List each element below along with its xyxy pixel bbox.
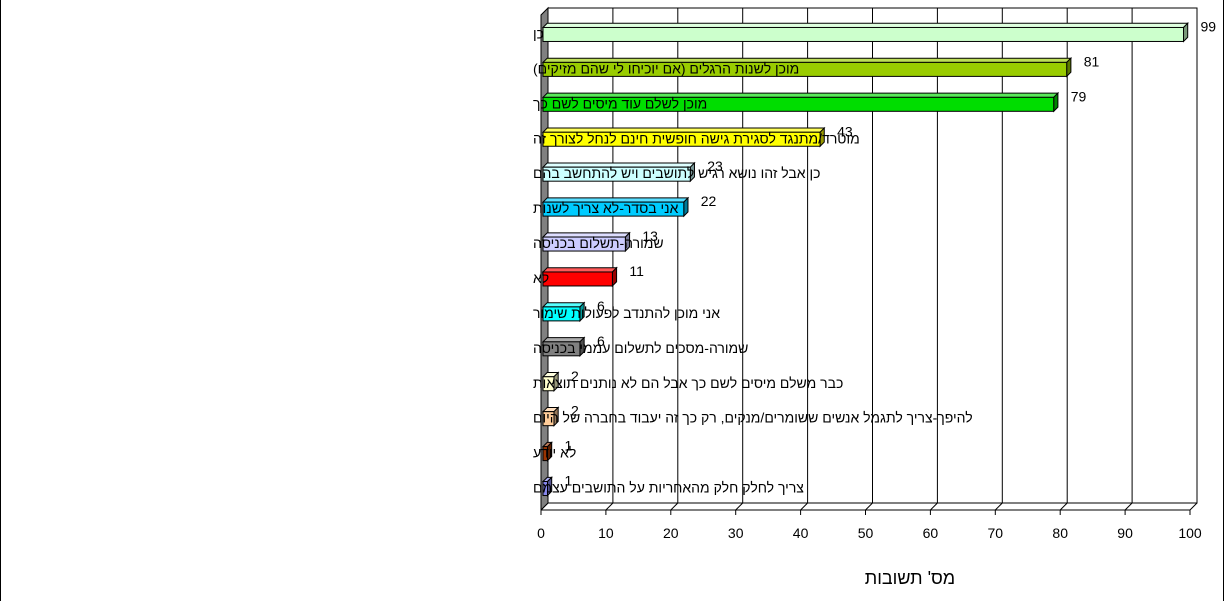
bar-front-3 [542, 96, 1055, 112]
category-label-1: כן [533, 25, 544, 41]
category-label-7: שמורה-תשלום בכניסה [533, 235, 664, 251]
value-label-10: 6 [597, 333, 605, 349]
value-label-4: 43 [837, 123, 853, 139]
category-label-13: לא יודע [533, 445, 576, 461]
x-tick-label-90: 90 [1117, 525, 1133, 541]
value-label-9: 6 [597, 298, 605, 314]
bar-front-4 [542, 131, 821, 147]
x-tick-label-100: 100 [1178, 525, 1202, 541]
category-label-5: כן אבל זהו נושא רגיש לתושבים ויש להתחשב … [533, 165, 820, 181]
bar-9 [541, 301, 586, 323]
value-label-11: 2 [571, 368, 579, 384]
x-tick-label-30: 30 [728, 525, 744, 541]
x-tick-label-50: 50 [858, 525, 874, 541]
bar-front-2 [542, 61, 1068, 77]
bar-front-1 [542, 26, 1185, 42]
value-label-7: 13 [642, 228, 658, 244]
floor-gridline-40 [800, 502, 808, 511]
category-label-12: להיפך-צריך לתגמל אנשים ששומרים/מנקים, רק… [533, 410, 973, 426]
value-label-12: 2 [571, 403, 579, 419]
category-label-3: מוכן לשלם עוד מיסים לשם כך [533, 95, 707, 111]
category-label-11: כבר משלם מיסים לשם כך אבל הם לא נותנים ת… [533, 375, 843, 391]
x-axis-title: מס' תשובות [864, 568, 956, 588]
value-label-8: 11 [629, 263, 644, 279]
x-tick-label-40: 40 [793, 525, 809, 541]
floor-gridline-10 [605, 502, 614, 511]
category-label-8: לא [533, 270, 549, 286]
bar-front-6 [542, 201, 685, 217]
bar-14 [541, 476, 553, 497]
value-label-5: 23 [707, 158, 723, 174]
category-label-4: מוטרד/מתנגד לסגירת גישה חופשית חינם לנחל… [533, 130, 860, 146]
bar-front-14 [542, 481, 548, 497]
category-label-9: אני מוכן להתנדב לפעולות שימור [533, 305, 720, 321]
floor-gridline-50 [865, 502, 873, 511]
floor-gridline-70 [994, 502, 1003, 511]
x-tick-label-10: 10 [598, 525, 614, 541]
bar-10 [541, 336, 586, 358]
category-label-2: מוכן לשנות הרגלים (אם יוכיחו לי שהם מזיק… [533, 60, 799, 76]
value-label-3: 79 [1071, 88, 1087, 104]
bar-7 [541, 231, 631, 253]
bar-5 [541, 161, 696, 183]
bar-front-9 [542, 306, 581, 322]
category-label-14: צריך לחלק חלק מהאחריות על התושבים עצמם [533, 480, 804, 496]
bar-6 [541, 196, 690, 218]
plot-side-wall [540, 6, 549, 512]
floor-gridline-20 [670, 502, 679, 511]
floor-gridline-90 [1124, 502, 1133, 511]
bar-top-1 [541, 22, 1189, 28]
floor-gridline-60 [930, 502, 938, 511]
bar-8 [541, 266, 618, 288]
bar-top-8 [541, 267, 618, 273]
bar-12 [541, 406, 560, 427]
value-label-6: 22 [701, 193, 717, 209]
bar-4 [541, 126, 826, 148]
x-tick-label-0: 0 [537, 525, 545, 541]
bar-front-13 [542, 446, 548, 462]
bar-front-10 [542, 341, 581, 357]
bar-3 [541, 91, 1060, 113]
value-label-2: 81 [1084, 53, 1100, 69]
bar-front-5 [542, 166, 691, 182]
category-label-10: שמורה-מסכים לתשלום עממי בכניסה [533, 340, 748, 356]
category-label-6: אני בסדר-לא צריך לשנות [533, 200, 679, 216]
x-tick-label-70: 70 [988, 525, 1004, 541]
bar-front-11 [542, 376, 555, 392]
bar-13 [541, 441, 553, 462]
x-tick-label-60: 60 [923, 525, 939, 541]
bar-front-7 [542, 236, 626, 252]
bar-1 [541, 22, 1189, 43]
value-label-14: 1 [564, 473, 572, 489]
value-label-1: 99 [1201, 18, 1217, 34]
x-axis-title-wrap: מס' תשובות [0, 568, 1224, 598]
floor-gridline-30 [735, 502, 744, 511]
x-tick-label-20: 20 [663, 525, 679, 541]
bar-front-8 [542, 271, 613, 287]
floor-gridline-100 [1189, 502, 1198, 511]
value-label-13: 1 [564, 438, 572, 454]
bar-2 [541, 56, 1073, 78]
floor-gridline-80 [1059, 502, 1068, 511]
x-tick-label-80: 80 [1052, 525, 1068, 541]
bar-11 [541, 371, 560, 392]
bar-front-12 [542, 411, 555, 427]
